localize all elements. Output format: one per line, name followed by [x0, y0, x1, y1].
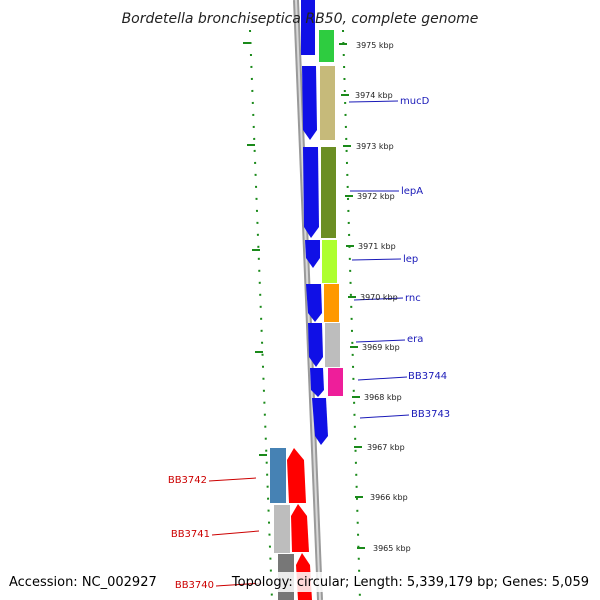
cds-forward	[301, 0, 315, 55]
tick-label: 3970 kbp	[360, 293, 398, 302]
tick-label: 3969 kbp	[362, 343, 400, 352]
accession-text: Accession: NC_002927	[9, 575, 157, 590]
topology-text: Topology: circular; Length: 5,339,179 bp…	[231, 575, 589, 590]
cds-forward	[312, 398, 328, 445]
tick-label: 3971 kbp	[358, 242, 396, 251]
cds-forward	[303, 147, 319, 238]
tick-label: 3974 kbp	[355, 91, 393, 100]
gene-label: BB3741	[171, 529, 210, 540]
gene-label: era	[407, 334, 423, 345]
gene-label: BB3744	[408, 371, 447, 382]
gene-label: BB3740	[175, 580, 214, 591]
forward-cds-track	[301, 0, 328, 445]
tick-label: 3975 kbp	[356, 41, 394, 50]
cds-forward	[306, 284, 322, 322]
tick-marks	[243, 42, 365, 549]
forward-leaders	[348, 100, 410, 419]
cds-forward	[305, 240, 320, 268]
gene-label: BB3742	[168, 475, 207, 486]
tick-label: 3973 kbp	[356, 142, 394, 151]
cds-forward	[308, 323, 323, 367]
tick-label: 3972 kbp	[357, 192, 395, 201]
cds-forward	[310, 368, 324, 397]
gene-label: BB3743	[411, 409, 450, 420]
cds-forward	[302, 66, 317, 140]
cog-color-track	[319, 30, 343, 396]
tick-label: 3968 kbp	[364, 393, 402, 402]
tick-label: 3967 kbp	[367, 443, 405, 452]
gene-label: rnc	[405, 293, 421, 304]
forward-gene-labels: mucD lepA lep rnc era BB3744 BB3743	[400, 96, 450, 420]
gene-label: lepA	[401, 186, 423, 197]
reverse-gene-labels: BB3742 BB3741 BB3740	[168, 475, 214, 591]
gene-label: lep	[403, 254, 418, 265]
reverse-leaders	[208, 477, 264, 587]
tick-label: 3966 kbp	[370, 493, 408, 502]
gene-label: mucD	[400, 96, 430, 107]
cds-reverse	[291, 504, 309, 552]
tick-labels: 3975 kbp 3974 kbp 3973 kbp 3972 kbp 3971…	[355, 41, 411, 553]
map-title: Bordetella bronchiseptica RB50, complete…	[122, 11, 479, 27]
cds-reverse	[287, 448, 306, 503]
tick-label: 3965 kbp	[373, 544, 411, 553]
